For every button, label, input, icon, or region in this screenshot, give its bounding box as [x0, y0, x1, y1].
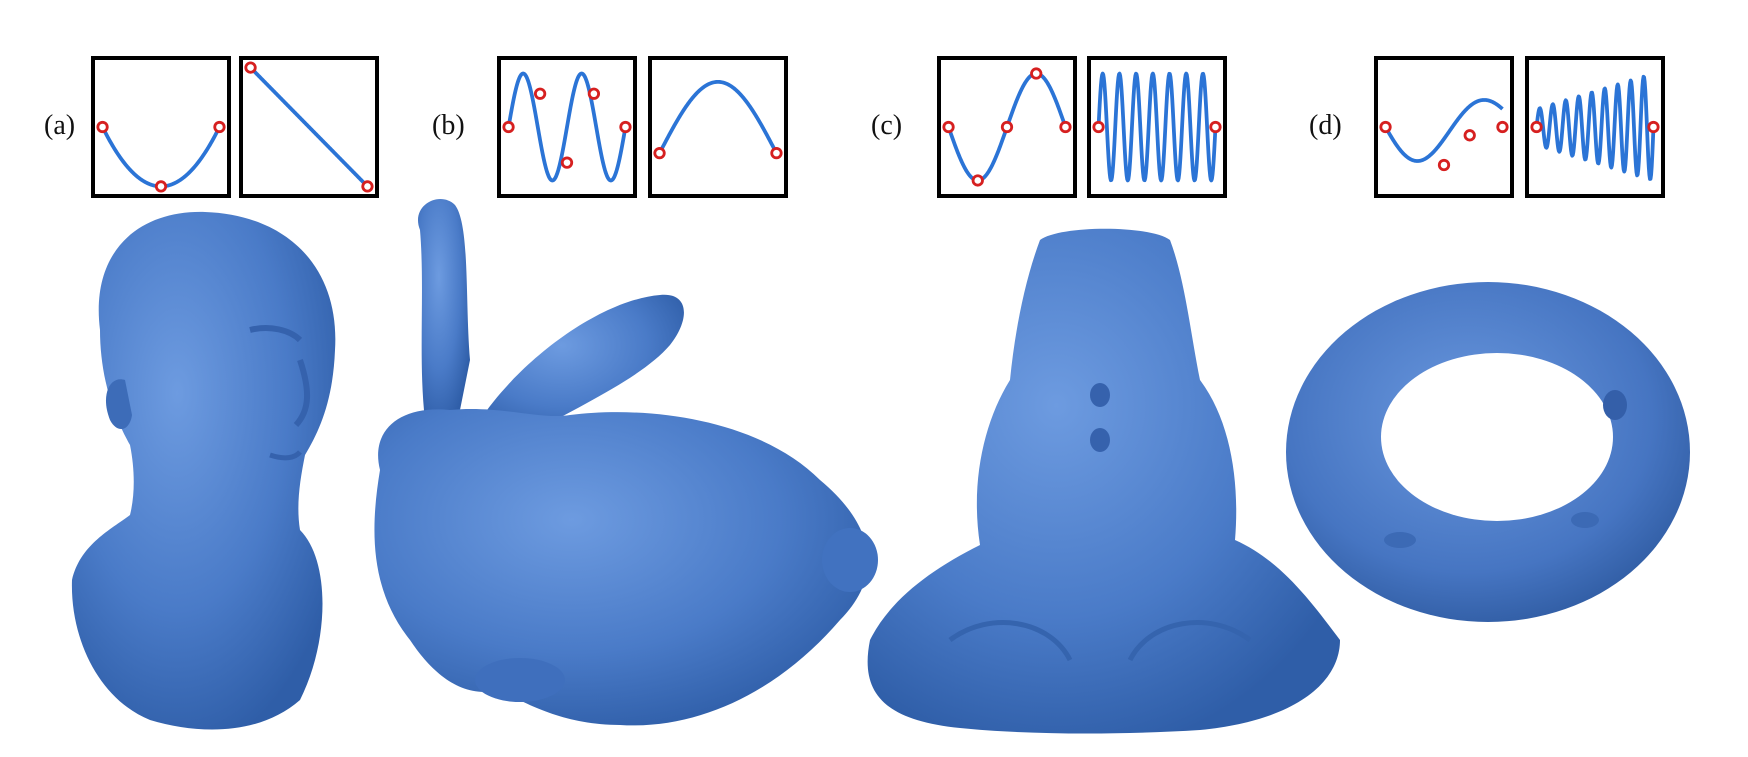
plot-d-right — [1525, 56, 1665, 198]
plot-a-left — [91, 56, 231, 198]
plot-b-left — [497, 56, 637, 198]
sample-point-marker — [770, 147, 783, 160]
bunny-mesh — [374, 199, 878, 726]
plot-c-right — [1087, 56, 1227, 198]
sample-point-marker — [1059, 120, 1072, 134]
plot-b-left-svg — [502, 71, 632, 183]
sample-point-marker — [213, 120, 226, 134]
sample-point-marker — [942, 120, 955, 134]
plot-d-right-svg — [1530, 74, 1660, 181]
sample-point-marker — [1000, 120, 1014, 134]
plot-curve — [1534, 74, 1656, 181]
plot-b-right-svg — [653, 79, 783, 160]
plot-curve — [1096, 71, 1218, 183]
torus-mesh — [1286, 282, 1690, 622]
sample-point-marker — [587, 87, 601, 100]
sample-point-marker — [1437, 158, 1451, 172]
sample-point-marker — [560, 156, 574, 169]
sample-point-marker — [244, 61, 257, 74]
plot-d-left-svg — [1379, 98, 1509, 172]
plot-a-right — [239, 56, 379, 198]
plot-curve — [249, 66, 369, 188]
plot-curve — [1383, 98, 1504, 163]
panel-label-c: (c) — [871, 110, 903, 141]
sample-point-marker — [653, 147, 666, 160]
plot-c-left-svg — [942, 67, 1072, 187]
frog-mesh — [867, 228, 1340, 734]
plot-a-right-svg — [244, 61, 374, 193]
sample-point-marker — [533, 87, 547, 100]
sample-point-marker — [1530, 120, 1543, 134]
panel-label-b: (b) — [432, 110, 465, 141]
sample-point-marker — [96, 120, 109, 134]
sample-point-marker — [502, 120, 515, 134]
plot-c-right-svg — [1092, 71, 1222, 183]
plot-curve — [657, 79, 779, 155]
sample-point-marker — [361, 180, 374, 193]
panel-label-d: (d) — [1309, 110, 1342, 141]
sample-point-marker — [971, 174, 984, 187]
plot-b-right — [648, 56, 788, 198]
sample-point-marker — [1092, 120, 1105, 134]
human-head-mesh — [71, 211, 336, 730]
sample-point-marker — [1030, 67, 1043, 80]
panel-label-a: (a) — [44, 110, 76, 141]
sample-point-marker — [154, 180, 168, 193]
sample-point-marker — [619, 120, 632, 134]
plot-c-left — [937, 56, 1077, 198]
plot-a-left-svg — [96, 120, 226, 193]
sample-point-marker — [1463, 129, 1476, 142]
sample-point-marker — [1647, 120, 1660, 134]
plot-curve — [506, 71, 628, 183]
sample-point-marker — [1209, 120, 1222, 134]
sample-point-marker — [1496, 120, 1509, 134]
plot-d-left — [1374, 56, 1514, 198]
sample-point-marker — [1379, 120, 1392, 134]
